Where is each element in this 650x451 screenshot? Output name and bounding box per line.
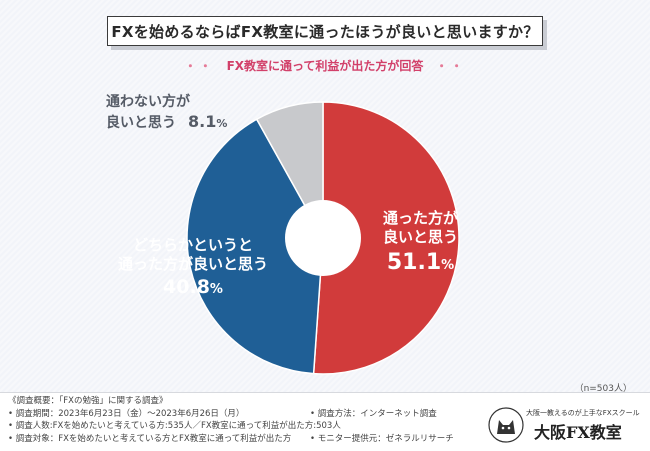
survey-details: 《調査概要：「FXの勉強」に関する調査》 • 調査期間：2023年6月23日（金… [8,395,341,445]
pie-chart [186,101,460,375]
survey-method: • 調査方法：インターネット調査 • モニター提供元：ゼネラルリサーチ [310,408,454,446]
slice-label-no: 通わない方が 良いと思う 8.1% [106,94,227,132]
survey-method-line: • 調査方法：インターネット調査 [310,409,437,419]
subtitle-dots-left: ・・ [184,59,215,73]
chart-title: FXを始めるならばFX教室に通ったほうが良いと思いますか？ [107,16,543,46]
subtitle-dots-right: ・・ [435,59,466,73]
survey-detail-line: • 調査人数:FXを始めたいと考えている方:535人／FX教室に通って利益が出た… [8,421,341,432]
slice-value-yes-unit: % [441,257,455,273]
slice-label-yes-line1: 通った方が [383,209,459,227]
survey-detail-line: • 調査期間：2023年6月23日（金）～2023年6月26日（月） [8,408,245,419]
sample-size-note: （n=503人） [574,384,632,394]
survey-method-line: • モニター提供元：ゼネラルリサーチ [310,434,454,445]
slice-value-somewhat: 40.8 [163,275,210,298]
survey-detail-line: 《調査概要：「FXの勉強」に関する調査》 [8,396,168,406]
slice-label-no-line1: 通わない方が [106,94,190,110]
slice-value-somewhat-unit: % [209,281,223,297]
cat-logo-icon [488,407,524,443]
slice-value-no: 8.1 [188,111,217,131]
pie-slice-yes [312,101,460,375]
chart-title-text: FXを始めるならばFX教室に通ったほうが良いと思いますか？ [111,22,539,41]
slice-label-somewhat: どちらかというと 通った方が良いと思う 40.8% [104,236,282,299]
slice-label-yes: 通った方が 良いと思う 51.1% [383,209,458,276]
survey-detail-line: • 調査対象：FXを始めたいと考えている方とFX教室に通って利益が出た方 [8,433,292,444]
brand-name: 大阪FX教室 [534,423,622,442]
slice-value-yes: 51.1 [386,249,442,275]
donut-hole [285,200,361,276]
slice-label-somewhat-line1: どちらかというと [132,236,253,254]
pie-slice-somewhat [186,118,324,375]
slice-value-no-unit: % [216,116,228,130]
slice-label-no-line2: 良いと思う [106,114,176,131]
brand-tagline: 大阪一教えるのが上手なFXスクール [526,409,640,417]
chart-subtitle: ・・ FX教室に通って利益が出た方が回答 ・・ [0,57,650,74]
survey-footer: 《調査概要：「FXの勉強」に関する調査》 • 調査期間：2023年6月23日（金… [0,392,650,451]
slice-label-somewhat-line2: 通った方が良いと思う [117,254,268,273]
brand-logo: 大阪一教えるのが上手なFXスクール 大阪FX教室 [486,404,640,446]
slice-label-yes-line2: 良いと思う [383,227,459,246]
chart-subtitle-text: FX教室に通って利益が出た方が回答 [226,59,424,73]
